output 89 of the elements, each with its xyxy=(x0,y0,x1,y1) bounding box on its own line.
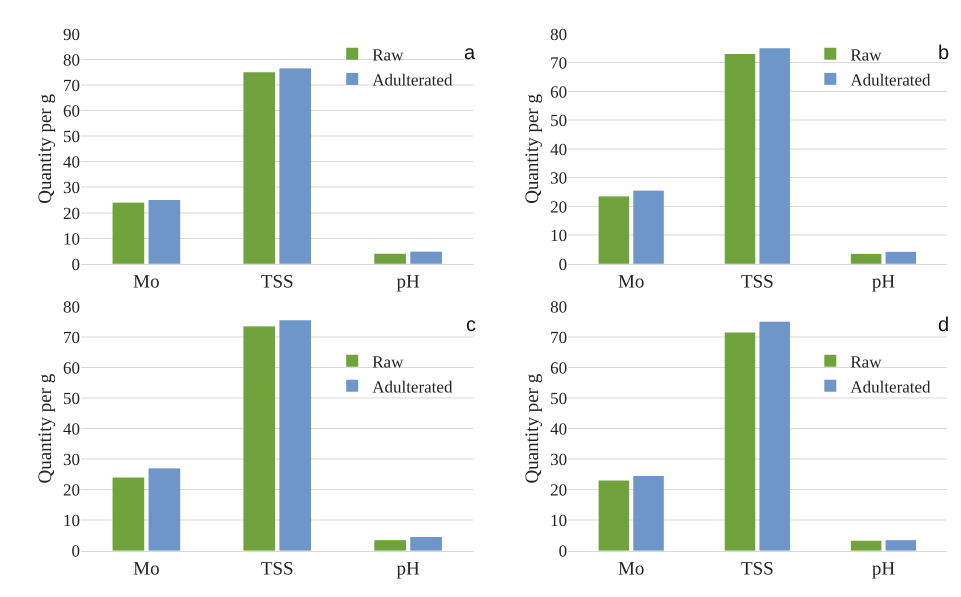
y-tick-label: 60 xyxy=(550,358,568,378)
x-tick-label: TSS xyxy=(740,558,774,580)
y-tick-label: 20 xyxy=(62,480,80,500)
y-tick-label: 80 xyxy=(62,50,80,70)
bar xyxy=(374,254,406,264)
y-tick-label: 10 xyxy=(550,226,568,246)
y-tick-label: 20 xyxy=(550,197,568,216)
bar xyxy=(112,477,144,551)
x-tick-label: Mo xyxy=(133,272,160,293)
y-axis-title: Quantity per g xyxy=(522,373,543,484)
bar xyxy=(243,326,276,551)
x-tick-label: TSS xyxy=(260,558,294,580)
y-tick-label: 40 xyxy=(62,420,80,439)
y-tick-label: 50 xyxy=(62,127,80,146)
legend-label: Adulterated xyxy=(850,377,932,396)
y-tick-label: 30 xyxy=(62,450,80,470)
bar xyxy=(886,252,916,264)
bar xyxy=(886,540,916,551)
y-tick-label: 80 xyxy=(550,297,568,316)
bar xyxy=(410,537,442,551)
bar xyxy=(410,252,442,264)
chart-title: d xyxy=(938,314,950,336)
y-tick-label: 80 xyxy=(62,297,80,316)
legend-label: Adulterated xyxy=(850,70,932,90)
legend-label: Raw xyxy=(850,45,882,64)
y-tick-label: 90 xyxy=(62,24,80,44)
y-tick-label: 20 xyxy=(550,480,568,500)
y-tick-label: 30 xyxy=(62,178,80,198)
y-axis-title: Quantity per g xyxy=(34,94,56,204)
y-tick-label: 70 xyxy=(550,328,568,347)
y-tick-label: 40 xyxy=(550,140,568,159)
y-tick-label: 70 xyxy=(62,328,80,347)
legend-label: Raw xyxy=(850,352,882,372)
bar xyxy=(598,196,630,264)
bar xyxy=(850,254,882,264)
y-tick-label: 0 xyxy=(558,254,568,274)
legend-label: Adulterated xyxy=(372,377,453,396)
y-tick-label: 60 xyxy=(62,102,80,121)
bar xyxy=(724,332,756,551)
bar xyxy=(598,480,630,551)
x-tick-label: Mo xyxy=(618,272,644,293)
y-tick-label: 30 xyxy=(550,168,568,188)
chart-title: c xyxy=(466,314,476,336)
x-tick-label: TSS xyxy=(740,272,774,293)
bar xyxy=(724,54,756,264)
x-tick-label: Mo xyxy=(133,558,160,580)
y-tick-label: 40 xyxy=(62,152,80,172)
bar xyxy=(112,202,144,264)
chart-title: a xyxy=(464,42,476,64)
y-tick-label: 10 xyxy=(550,511,568,530)
bar xyxy=(633,190,664,264)
y-tick-label: 10 xyxy=(62,229,80,248)
chart-title: b xyxy=(938,42,950,64)
y-tick-label: 50 xyxy=(62,389,80,408)
y-tick-label: 30 xyxy=(550,450,568,470)
y-tick-label: 80 xyxy=(550,24,568,44)
y-tick-label: 0 xyxy=(71,542,80,561)
y-axis-title: Quantity per g xyxy=(34,373,56,484)
bar xyxy=(759,322,790,551)
y-tick-label: 50 xyxy=(550,111,568,130)
y-tick-label: 0 xyxy=(71,254,80,274)
x-tick-label: pH xyxy=(872,272,896,293)
x-tick-label: pH xyxy=(396,558,420,580)
y-tick-label: 40 xyxy=(550,420,568,439)
y-tick-label: 20 xyxy=(62,204,80,223)
y-tick-label: 70 xyxy=(550,54,568,73)
y-tick-label: 50 xyxy=(550,389,568,408)
y-tick-label: 0 xyxy=(558,542,568,561)
x-tick-label: pH xyxy=(872,558,896,580)
bar xyxy=(633,476,664,551)
legend-label: Raw xyxy=(372,45,404,64)
x-tick-label: TSS xyxy=(260,272,294,293)
bar xyxy=(148,200,180,264)
y-tick-label: 70 xyxy=(62,76,80,95)
y-tick-label: 10 xyxy=(62,511,80,530)
legend-label: Adulterated xyxy=(372,70,453,90)
bar xyxy=(148,468,180,551)
y-tick-label: 60 xyxy=(550,82,568,102)
x-tick-label: pH xyxy=(396,272,420,293)
bar xyxy=(759,48,790,264)
bar xyxy=(279,68,312,264)
bar xyxy=(279,320,312,551)
bar xyxy=(374,540,406,551)
bar xyxy=(850,540,882,551)
y-axis-title: Quantity per g xyxy=(522,94,543,204)
x-tick-label: Mo xyxy=(618,558,644,580)
legend-label: Raw xyxy=(372,352,404,372)
bar xyxy=(243,72,276,264)
y-tick-label: 60 xyxy=(62,358,80,378)
